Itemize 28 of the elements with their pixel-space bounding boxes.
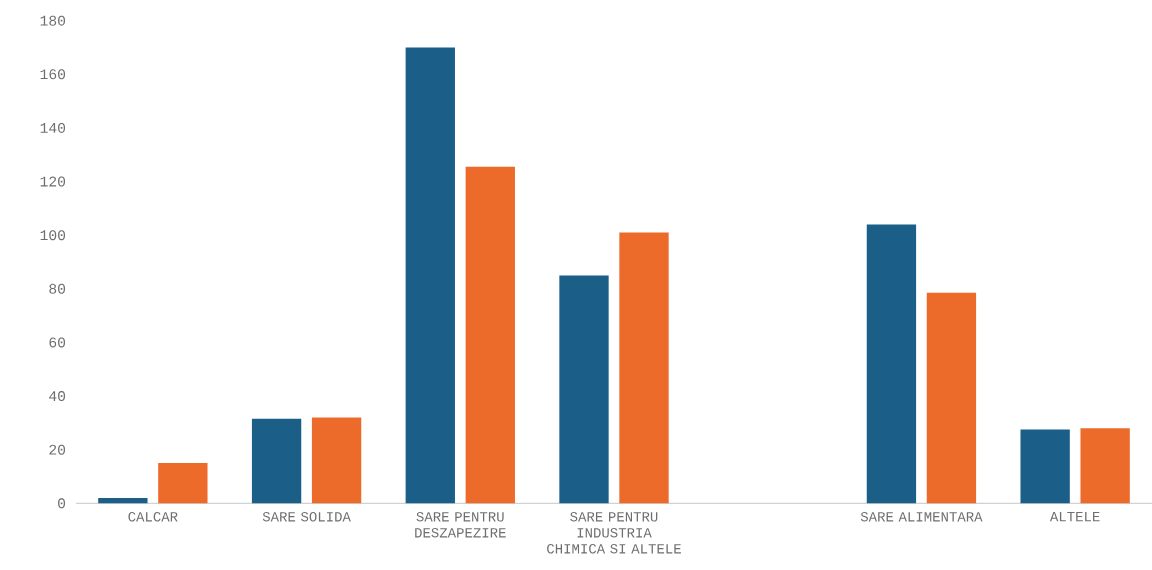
bar: [158, 463, 208, 504]
bar: [405, 47, 455, 504]
bar: [1080, 428, 1130, 504]
bar: [251, 418, 302, 504]
y-tick-label: 60: [49, 337, 66, 348]
x-tick-label: SARE ALIMENTARA: [860, 512, 983, 522]
bar: [98, 497, 148, 504]
y-tick-label: 100: [40, 230, 66, 241]
y-tick-label: 160: [40, 69, 66, 80]
bar: [866, 224, 917, 504]
bar: [465, 166, 515, 504]
x-tick-label: ALTELE: [1049, 512, 1100, 522]
y-tick-label: 120: [40, 176, 66, 187]
y-tick-label: 40: [49, 391, 66, 402]
bar: [619, 232, 669, 504]
y-tick-label: 20: [49, 444, 66, 455]
bar: [311, 417, 362, 504]
y-tick-label: 180: [40, 15, 66, 26]
y-tick-label: 0: [58, 498, 66, 509]
y-tick-label: 140: [40, 122, 66, 133]
x-tick-label: SARE PENTRU DESZAPEZIRE: [415, 512, 506, 538]
x-tick-label: CALCAR: [128, 512, 178, 522]
x-tick-label: SARE PENTRU INDUSTRIA CHIMICA SI ALTELE: [547, 512, 681, 554]
y-tick-label: 80: [49, 283, 66, 294]
bar: [559, 275, 609, 504]
bar: [926, 292, 977, 504]
x-tick-label: SARE SOLIDA: [262, 512, 351, 522]
bar: [1020, 429, 1070, 504]
